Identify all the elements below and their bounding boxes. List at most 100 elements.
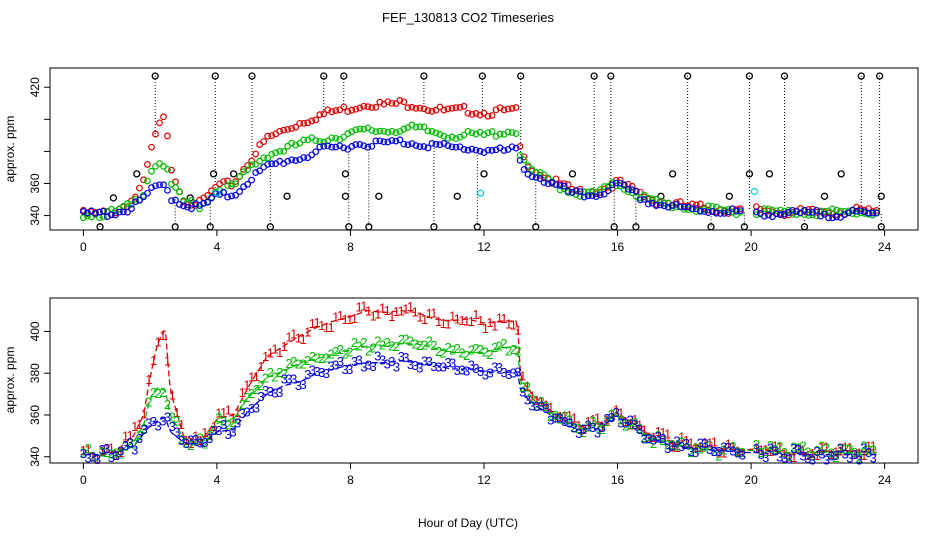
series-3-point xyxy=(644,200,652,208)
series-3-marker: 3 xyxy=(141,422,148,437)
series-2-marker: 2 xyxy=(500,336,507,351)
series-3-marker: 3 xyxy=(295,378,302,393)
series-3-marker: 3 xyxy=(112,448,119,463)
bottom-y-tick-label: 340 xyxy=(28,446,42,466)
bottom-x-tick-label: 4 xyxy=(214,473,221,487)
series-3-point xyxy=(753,208,760,216)
series-2-point xyxy=(436,131,444,138)
series-1-marker: 1 xyxy=(856,446,863,461)
series-3-point xyxy=(404,141,412,149)
series-2-marker: 2 xyxy=(687,445,694,460)
series-1-marker: 1 xyxy=(477,313,484,328)
series-1-marker: 1 xyxy=(262,349,269,364)
series-1-marker: 1 xyxy=(701,435,708,450)
series-3-marker: 3 xyxy=(440,359,447,374)
series-3-point xyxy=(680,203,688,211)
series-3-point xyxy=(732,207,740,215)
series-1-point xyxy=(440,106,448,114)
series-1-marker: 1 xyxy=(786,449,793,464)
flag-high-point xyxy=(683,72,692,80)
series-3-point xyxy=(865,209,872,217)
series-2-point xyxy=(484,129,492,137)
series-3-point xyxy=(96,208,103,216)
series-2-point xyxy=(320,138,328,146)
series-1-marker: 1 xyxy=(253,369,260,384)
series-3-point xyxy=(476,147,484,155)
series-1-marker: 1 xyxy=(687,436,694,451)
series-1-marker: 1 xyxy=(641,423,648,438)
series-3-marker: 3 xyxy=(692,445,699,460)
series-2-marker: 2 xyxy=(771,442,778,457)
series-3-marker: 3 xyxy=(739,448,746,463)
series-2-point xyxy=(356,125,364,133)
series-2-marker: 2 xyxy=(145,395,152,410)
series-3-marker: 3 xyxy=(393,359,400,374)
series-3-point xyxy=(592,193,600,201)
series-1-marker: 1 xyxy=(828,447,835,462)
series-3-marker: 3 xyxy=(313,364,320,379)
series-1-point xyxy=(296,119,304,127)
series-1-marker: 1 xyxy=(809,446,816,461)
chart-title: FEF_130813 CO2 Timeseries xyxy=(382,10,554,25)
series-1-marker: 1 xyxy=(860,448,867,463)
series-2-marker: 2 xyxy=(239,397,246,412)
flag-low-point xyxy=(532,223,540,231)
series-2-marker: 2 xyxy=(669,437,676,452)
series-1-marker: 1 xyxy=(426,306,433,321)
series-3-point xyxy=(857,207,864,215)
series-3-point xyxy=(444,142,452,149)
series-2-marker: 2 xyxy=(757,445,764,460)
series-3-marker: 3 xyxy=(84,450,91,465)
series-1-marker: 1 xyxy=(571,410,578,425)
series-2-marker: 2 xyxy=(421,338,428,353)
series-3-marker: 3 xyxy=(701,436,708,451)
series-2-marker: 2 xyxy=(720,443,727,458)
series-1-marker: 1 xyxy=(164,353,171,368)
series-3-point xyxy=(328,143,336,151)
series-1-marker: 1 xyxy=(206,427,213,442)
series-1-point xyxy=(260,138,268,146)
series-1-marker: 1 xyxy=(257,359,264,374)
series-3-point xyxy=(636,196,644,204)
series-3-marker: 3 xyxy=(669,438,676,453)
series-3-point xyxy=(700,207,708,215)
series-2-marker: 2 xyxy=(150,385,157,400)
series-1-point xyxy=(300,119,308,127)
series-3-point xyxy=(813,207,820,214)
series-2-point xyxy=(853,210,860,218)
series-1-marker: 1 xyxy=(360,299,367,314)
series-1-point xyxy=(348,106,356,114)
series-2-point xyxy=(388,127,396,135)
series-3-point xyxy=(83,209,91,217)
series-2-point xyxy=(460,131,468,139)
flag-low-point xyxy=(266,223,274,231)
series-1-marker: 1 xyxy=(173,405,180,420)
series-1-marker: 1 xyxy=(715,445,722,460)
series-2-marker: 2 xyxy=(108,446,115,461)
series-3-point xyxy=(849,206,856,214)
series-2-point xyxy=(584,188,592,196)
series-3-marker: 3 xyxy=(846,450,853,465)
series-3-marker: 3 xyxy=(603,411,610,426)
series-2-marker: 2 xyxy=(781,445,788,460)
series-2-point xyxy=(428,128,436,135)
series-1-marker: 1 xyxy=(757,443,764,458)
series-2-marker: 2 xyxy=(89,449,96,464)
series-3-point xyxy=(392,137,400,145)
series-1-point xyxy=(152,130,159,138)
series-2-point xyxy=(508,129,516,136)
series-3-marker: 3 xyxy=(80,446,87,461)
series-3-point xyxy=(668,202,676,210)
series-2-marker: 2 xyxy=(412,336,419,351)
series-2-marker: 2 xyxy=(131,437,138,452)
series-2-marker: 2 xyxy=(440,346,447,361)
series-1-marker: 1 xyxy=(229,410,236,425)
series-3-point xyxy=(508,143,516,151)
series-2-marker: 2 xyxy=(800,438,807,453)
series-2-marker: 2 xyxy=(556,412,563,427)
series-2-marker: 2 xyxy=(374,333,381,348)
series-2-marker: 2 xyxy=(402,332,409,347)
series-3-point xyxy=(460,146,468,153)
series-3-marker: 3 xyxy=(351,354,358,369)
series-1-point xyxy=(400,98,408,106)
